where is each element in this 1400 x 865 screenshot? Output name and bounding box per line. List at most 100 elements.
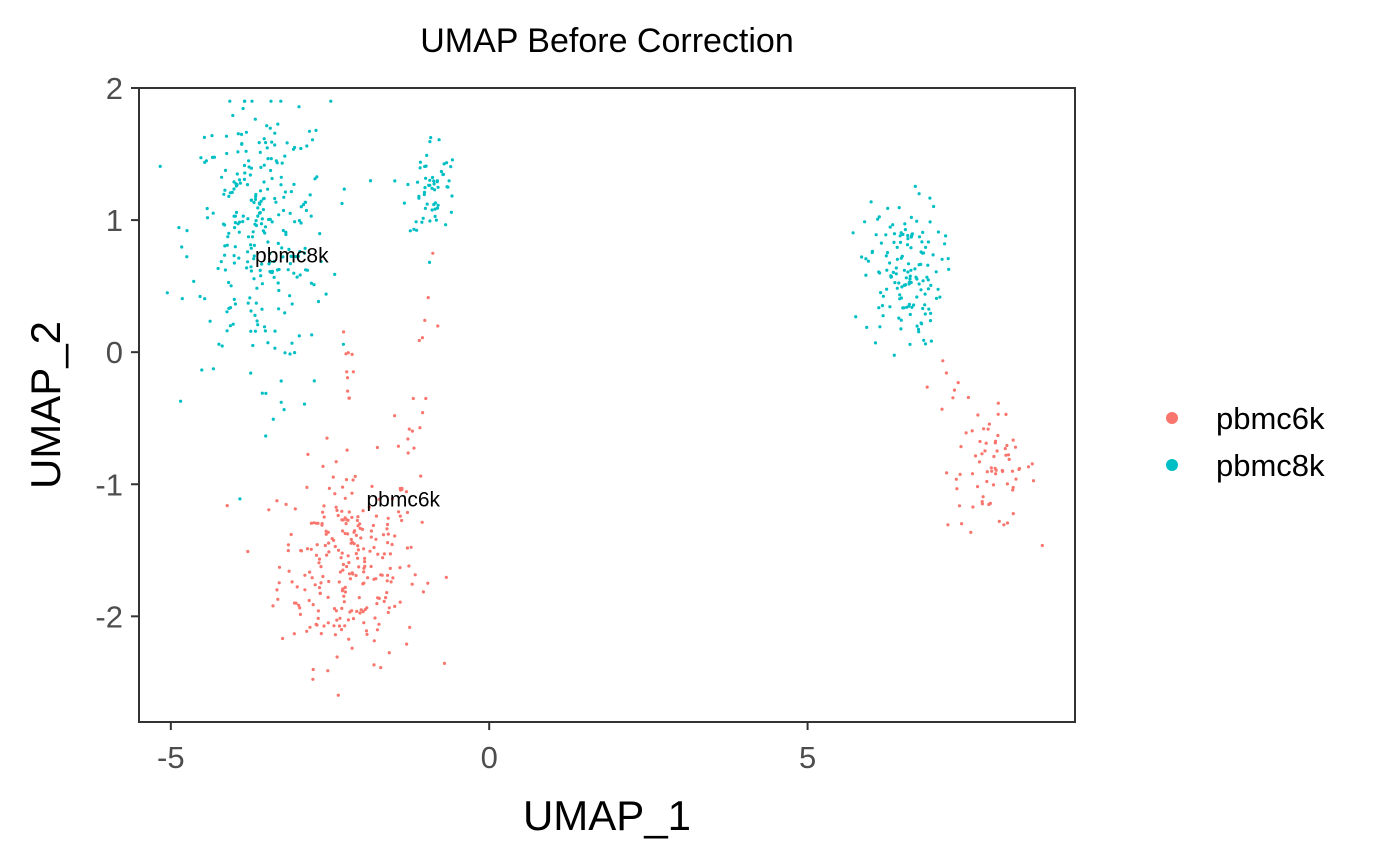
scatter-point-pbmc8k — [923, 312, 927, 316]
scatter-point-pbmc6k — [1005, 482, 1010, 486]
scatter-point-pbmc6k — [295, 585, 299, 589]
scatter-point-pbmc8k — [223, 244, 227, 248]
scatter-point-pbmc8k — [223, 253, 227, 257]
scatter-point-pbmc8k — [286, 268, 290, 272]
scatter-point-pbmc8k — [921, 230, 925, 234]
scatter-point-pbmc8k — [255, 319, 259, 323]
scatter-point-pbmc8k — [263, 329, 267, 333]
scatter-point-pbmc8k — [923, 292, 927, 296]
scatter-point-pbmc8k — [223, 223, 227, 227]
scatter-point-pbmc8k — [252, 277, 256, 281]
scatter-point-pbmc6k — [365, 632, 369, 637]
scatter-point-pbmc6k — [345, 564, 349, 569]
scatter-point-pbmc8k — [292, 182, 296, 186]
scatter-point-pbmc8k — [254, 301, 258, 305]
scatter-point-pbmc8k — [898, 293, 902, 297]
scatter-point-pbmc8k — [279, 175, 283, 179]
scatter-point-pbmc6k — [984, 441, 988, 445]
scatter-point-pbmc8k — [299, 205, 303, 209]
scatter-point-pbmc6k — [348, 577, 352, 581]
scatter-point-pbmc6k — [989, 466, 993, 470]
scatter-point-pbmc8k — [923, 303, 927, 307]
scatter-point-pbmc8k — [205, 206, 209, 211]
scatter-point-pbmc8k — [259, 274, 263, 278]
scatter-point-pbmc6k — [368, 549, 372, 553]
scatter-point-pbmc6k — [317, 561, 321, 565]
scatter-point-pbmc8k — [232, 261, 236, 265]
scatter-point-pbmc6k — [386, 573, 390, 577]
scatter-point-pbmc6k — [421, 411, 425, 415]
scatter-point-pbmc6k — [334, 609, 338, 613]
scatter-point-pbmc8k — [898, 297, 902, 301]
scatter-point-pbmc8k — [445, 161, 449, 165]
scatter-point-pbmc8k — [447, 179, 451, 183]
scatter-point-pbmc6k — [362, 581, 366, 585]
scatter-point-pbmc6k — [980, 502, 985, 506]
scatter-point-pbmc6k — [381, 556, 385, 560]
scatter-point-pbmc8k — [889, 275, 894, 279]
scatter-point-pbmc6k — [372, 545, 376, 550]
scatter-point-pbmc6k — [444, 575, 448, 580]
scatter-point-pbmc8k — [235, 172, 239, 176]
scatter-point-pbmc6k — [332, 624, 336, 628]
scatter-point-pbmc8k — [249, 269, 253, 273]
scatter-point-pbmc8k — [903, 228, 908, 232]
scatter-point-pbmc8k — [266, 157, 270, 161]
scatter-point-pbmc8k — [268, 126, 272, 130]
scatter-point-pbmc6k — [354, 552, 358, 556]
y-tick-label: -2 — [95, 599, 123, 634]
scatter-point-pbmc6k — [321, 510, 325, 514]
scatter-point-pbmc8k — [428, 178, 432, 182]
scatter-point-pbmc8k — [418, 160, 422, 164]
scatter-point-pbmc8k — [897, 206, 901, 210]
scatter-point-pbmc8k — [316, 299, 321, 304]
scatter-point-pbmc8k — [260, 282, 264, 286]
legend-marker-pbmc8k — [1166, 459, 1178, 471]
scatter-point-pbmc6k — [379, 666, 383, 670]
scatter-point-pbmc6k — [988, 501, 993, 505]
scatter-point-pbmc8k — [177, 226, 181, 230]
scatter-point-pbmc6k — [344, 522, 348, 526]
scatter-point-pbmc6k — [335, 508, 339, 512]
scatter-point-pbmc8k — [211, 211, 215, 215]
scatter-point-pbmc8k — [272, 275, 276, 279]
scatter-point-pbmc6k — [420, 520, 424, 524]
scatter-point-pbmc6k — [340, 606, 344, 611]
scatter-point-pbmc8k — [281, 208, 286, 213]
scatter-point-pbmc6k — [976, 485, 980, 489]
cluster-label: pbmc8k — [255, 244, 329, 267]
scatter-point-pbmc6k — [374, 514, 378, 518]
scatter-point-pbmc6k — [997, 519, 1001, 524]
scatter-point-pbmc8k — [425, 153, 429, 157]
scatter-point-pbmc8k — [270, 176, 274, 181]
scatter-point-pbmc6k — [385, 522, 390, 527]
scatter-point-pbmc6k — [359, 608, 363, 612]
scatter-point-pbmc6k — [385, 579, 389, 583]
y-axis-title: UMAP_2 — [22, 321, 69, 489]
scatter-point-pbmc8k — [906, 233, 910, 238]
scatter-point-pbmc8k — [920, 240, 924, 244]
scatter-point-pbmc8k — [290, 302, 294, 306]
scatter-point-pbmc8k — [927, 307, 931, 311]
scatter-point-pbmc8k — [931, 253, 935, 257]
scatter-point-pbmc8k — [894, 266, 898, 270]
scatter-point-pbmc6k — [945, 471, 949, 475]
scatter-point-pbmc6k — [408, 625, 412, 630]
scatter-point-pbmc6k — [311, 667, 315, 672]
legend-label: pbmc8k — [1216, 448, 1325, 483]
scatter-point-pbmc8k — [851, 231, 855, 235]
scatter-point-pbmc8k — [891, 270, 896, 274]
scatter-point-pbmc6k — [980, 452, 984, 456]
scatter-point-pbmc8k — [895, 245, 899, 249]
scatter-point-pbmc6k — [367, 505, 371, 509]
scatter-point-pbmc8k — [288, 352, 292, 356]
scatter-point-pbmc6k — [983, 449, 987, 453]
scatter-point-pbmc6k — [404, 490, 408, 494]
scatter-point-pbmc6k — [354, 573, 358, 578]
scatter-point-pbmc8k — [864, 273, 868, 277]
scatter-point-pbmc6k — [391, 576, 395, 580]
scatter-point-pbmc8k — [260, 217, 264, 221]
scatter-point-pbmc6k — [407, 564, 411, 568]
y-axis: -2 -1 0 1 2 — [95, 71, 139, 634]
scatter-point-pbmc8k — [947, 267, 951, 271]
